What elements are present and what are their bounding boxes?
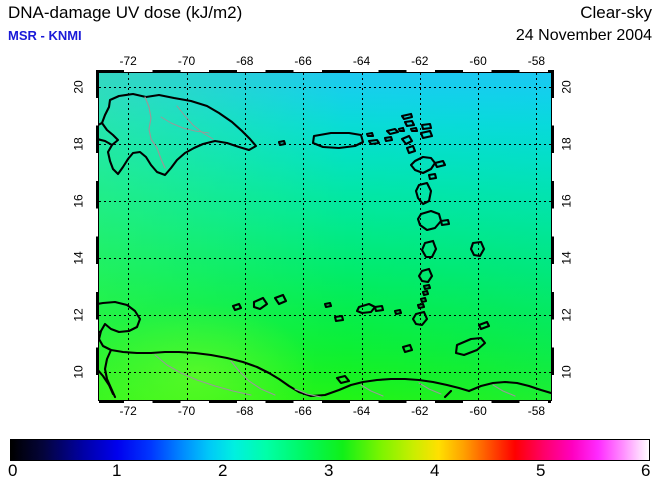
uv-dose-field <box>99 73 551 400</box>
xtick-top-6: -60 <box>469 54 487 68</box>
ytick-left-2: 16 <box>71 194 86 208</box>
gridline-lat-18 <box>99 144 551 146</box>
page-title: DNA-damage UV dose (kJ/m2) <box>8 3 243 22</box>
field-longitude-gradient <box>99 73 551 400</box>
uv-dose-map <box>99 73 551 400</box>
xtick-top-1: -70 <box>177 54 196 68</box>
source-label: MSR - KNMI <box>8 28 82 43</box>
frame-band-right <box>551 70 554 403</box>
gridline-lat-20 <box>99 87 551 89</box>
graticule <box>99 73 551 400</box>
colorbar-tick-5: 5 <box>536 461 546 480</box>
ytick-left-0: 20 <box>71 80 86 94</box>
ytick-right-1: 18 <box>559 137 574 151</box>
xtick-top-0: -72 <box>119 54 137 68</box>
gridline-lon-58 <box>536 73 538 400</box>
colorbar-tick-1: 1 <box>112 461 122 480</box>
xtick-bottom-5: -62 <box>411 404 429 418</box>
field-latitude-gradient <box>99 73 551 400</box>
colorbar-tick-4: 4 <box>430 461 440 480</box>
sky-condition-label: Clear-sky <box>580 3 652 22</box>
xtick-bottom-2: -68 <box>236 404 254 418</box>
gridline-lon-70 <box>186 73 188 400</box>
xtick-bottom-1: -70 <box>177 404 196 418</box>
xtick-bottom-3: -66 <box>294 404 312 418</box>
ytick-right-0: 20 <box>559 80 574 94</box>
ytick-right-4: 12 <box>559 308 574 322</box>
gridline-lon-60 <box>478 73 480 400</box>
xtick-top-3: -66 <box>294 54 312 68</box>
field-high-dose-patch <box>99 73 551 400</box>
ytick-right-3: 14 <box>559 251 574 265</box>
gridline-lon-68 <box>244 73 246 400</box>
colorbar-tick-6: 6 <box>641 461 651 480</box>
gridline-lon-62 <box>419 73 421 400</box>
gridline-lon-66 <box>303 73 305 400</box>
xtick-top-4: -64 <box>352 54 371 68</box>
ytick-right-2: 16 <box>559 194 574 208</box>
colorbar-gradient <box>10 439 650 461</box>
colorbar <box>10 439 650 461</box>
coastline-overlay <box>99 92 551 399</box>
xtick-top-2: -68 <box>236 54 254 68</box>
ytick-left-4: 12 <box>71 308 86 322</box>
gridline-lat-12 <box>99 314 551 316</box>
xtick-bottom-0: -72 <box>119 404 137 418</box>
xtick-bottom-6: -60 <box>469 404 487 418</box>
colorbar-tick-0: 0 <box>8 461 18 480</box>
gridline-lon-64 <box>361 73 363 400</box>
date-label: 24 November 2004 <box>515 27 652 44</box>
colorbar-tick-3: 3 <box>324 461 334 480</box>
gridline-lat-16 <box>99 201 551 202</box>
xtick-bottom-4: -64 <box>352 404 371 418</box>
ytick-left-1: 18 <box>71 137 86 151</box>
ytick-right-5: 10 <box>559 364 574 379</box>
ytick-left-3: 14 <box>71 251 86 265</box>
ytick-left-5: 10 <box>71 364 86 379</box>
gridline-lon-72 <box>128 73 130 400</box>
xtick-top-5: -62 <box>411 54 429 68</box>
gridline-lat-10 <box>99 371 551 373</box>
xtick-top-7: -58 <box>527 54 546 68</box>
frame-band-bottom <box>96 400 554 403</box>
xtick-bottom-7: -58 <box>527 404 546 418</box>
gridline-lat-14 <box>99 257 551 259</box>
colorbar-tick-2: 2 <box>218 461 228 480</box>
